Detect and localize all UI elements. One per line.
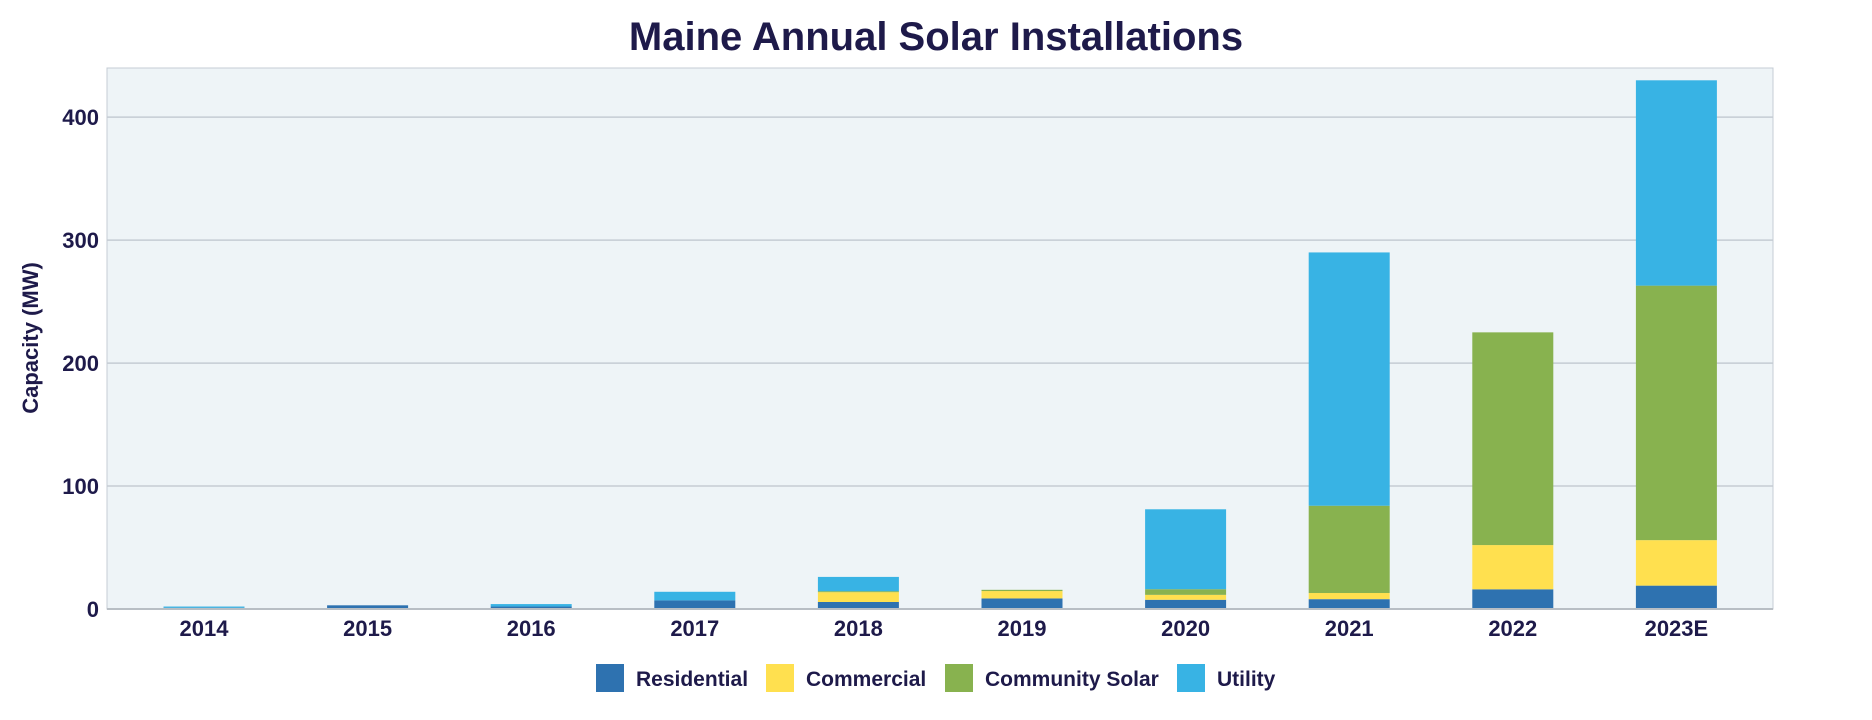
bar-commercial-2021 <box>1308 593 1390 600</box>
legend-label: Residential <box>636 668 748 691</box>
x-axis-ticks: 2014 2015 2016 2017 2018 2019 2020 2021 2022 2023… <box>180 616 1709 641</box>
bar-utility-2014 <box>163 606 245 608</box>
y-axis-ticks: 0 100 200 300 400 <box>62 105 99 622</box>
bar-residential-2015 <box>327 605 409 609</box>
legend-item-community-solar: Community Solar <box>945 664 1159 692</box>
legend-swatch <box>945 664 973 692</box>
bars <box>163 80 1717 609</box>
x-tick-label: 2018 <box>834 616 883 641</box>
x-tick-label: 2022 <box>1488 616 1537 641</box>
bar-residential-2023e <box>1635 585 1717 609</box>
bar-residential-2017 <box>654 600 736 609</box>
bar-utility-2016 <box>490 604 572 607</box>
legend-swatch <box>766 664 794 692</box>
y-tick-label: 400 <box>62 105 99 130</box>
y-tick-label: 300 <box>62 228 99 253</box>
x-tick-label: 2023E <box>1645 616 1709 641</box>
bar-commercial-2022 <box>1472 545 1554 590</box>
x-tick-label: 2016 <box>507 616 556 641</box>
x-tick-label: 2021 <box>1325 616 1374 641</box>
legend-swatch <box>596 664 624 692</box>
bar-residential-2019 <box>981 598 1063 609</box>
bar-residential-2020 <box>1145 599 1227 609</box>
legend-label: Community Solar <box>985 668 1159 691</box>
legend-swatch <box>1177 664 1205 692</box>
bar-commercial-2019 <box>981 591 1063 599</box>
legend-label: Utility <box>1217 668 1276 691</box>
bar-community-solar-2018 <box>817 591 899 593</box>
x-tick-label: 2015 <box>343 616 392 641</box>
x-tick-label: 2020 <box>1161 616 1210 641</box>
bar-utility-2017 <box>654 591 736 601</box>
legend-item-commercial: Commercial <box>766 664 926 692</box>
legend-label: Commercial <box>806 668 926 691</box>
bar-commercial-2018 <box>817 592 899 602</box>
bar-residential-2021 <box>1308 599 1390 609</box>
legend: Residential Commercial Community Solar Util… <box>596 664 1276 692</box>
legend-item-utility: Utility <box>1177 664 1276 692</box>
y-tick-label: 100 <box>62 474 99 499</box>
x-tick-label: 2014 <box>180 616 230 641</box>
bar-utility-2023e <box>1635 80 1717 286</box>
bar-commercial-2023e <box>1635 540 1717 586</box>
y-axis-label: Capacity (MW) <box>18 262 43 414</box>
bar-community-solar-2022 <box>1472 332 1554 546</box>
y-tick-label: 0 <box>87 597 99 622</box>
bar-residential-2016 <box>490 606 572 609</box>
bar-community-solar-2019 <box>981 589 1063 592</box>
bar-residential-2022 <box>1472 589 1554 609</box>
bar-community-solar-2021 <box>1308 505 1390 594</box>
bar-residential-2018 <box>817 601 899 609</box>
bar-utility-2020 <box>1145 509 1227 590</box>
y-tick-label: 200 <box>62 351 99 376</box>
bar-utility-2018 <box>817 576 899 592</box>
legend-item-residential: Residential <box>596 664 748 692</box>
bar-community-solar-2020 <box>1145 589 1227 595</box>
bar-commercial-2020 <box>1145 594 1227 600</box>
chart-title: Maine Annual Solar Installations <box>629 15 1243 59</box>
x-tick-label: 2019 <box>998 616 1047 641</box>
bar-utility-2021 <box>1308 252 1390 506</box>
x-tick-label: 2017 <box>670 616 719 641</box>
bar-community-solar-2023e <box>1635 285 1717 541</box>
